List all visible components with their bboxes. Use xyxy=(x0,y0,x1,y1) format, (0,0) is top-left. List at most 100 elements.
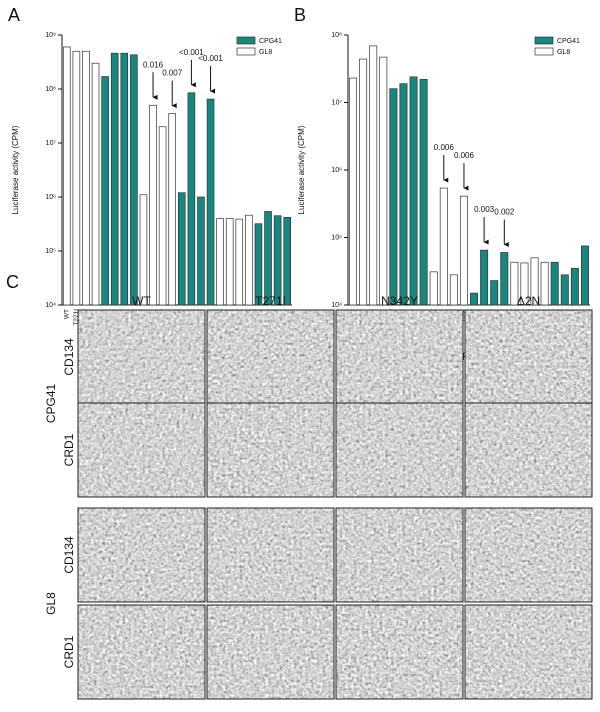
micrograph xyxy=(336,508,463,602)
legend-swatch xyxy=(534,47,554,56)
panel-label: A xyxy=(8,5,20,25)
bar xyxy=(130,54,138,306)
p-value: 0.006 xyxy=(454,151,475,160)
y-axis-label: Luciferase activity (CPM) xyxy=(11,125,20,214)
bar xyxy=(550,261,559,306)
bar xyxy=(273,215,282,306)
p-value: 0.006 xyxy=(434,143,455,152)
micrograph-frame xyxy=(77,402,206,498)
y-tick-label: 10⁸ xyxy=(331,32,342,39)
bar xyxy=(389,88,398,306)
legend-swatch xyxy=(236,47,256,56)
bar xyxy=(139,194,148,306)
y-tick-label: 10⁴ xyxy=(45,302,56,309)
bar xyxy=(101,76,109,306)
bar xyxy=(235,218,244,306)
bar xyxy=(530,257,539,306)
micrograph-frame xyxy=(206,604,335,700)
micrograph xyxy=(207,310,334,404)
bar xyxy=(419,79,428,306)
column-header: Δ2N xyxy=(517,294,540,308)
bar xyxy=(470,292,479,306)
bar xyxy=(490,280,499,306)
bar xyxy=(510,261,519,306)
x-tick-label: WT xyxy=(64,309,71,319)
bar xyxy=(206,98,215,306)
bar xyxy=(283,216,292,306)
micrograph xyxy=(207,508,334,602)
y-axis-label: Luciferase activity (CPM) xyxy=(297,125,306,214)
x-tick-label: T271I xyxy=(73,309,80,326)
micrograph xyxy=(78,403,205,497)
y-tick-label: 10⁴ xyxy=(331,302,342,309)
x-tick-label: Δ2N xyxy=(461,309,468,322)
bar xyxy=(409,76,418,306)
p-value: 0.002 xyxy=(494,208,515,217)
bar xyxy=(91,62,100,306)
micrograph xyxy=(336,310,463,404)
panel-label: B xyxy=(294,5,306,25)
bar xyxy=(429,271,438,306)
legend-label: CPG41 xyxy=(557,38,580,45)
bar xyxy=(570,267,579,306)
micrograph xyxy=(465,310,592,404)
bar xyxy=(560,274,569,306)
micrograph xyxy=(465,403,592,497)
micrograph xyxy=(78,605,205,699)
y-tick-label: 10⁹ xyxy=(45,32,56,39)
bar xyxy=(168,113,177,306)
bar xyxy=(500,252,509,306)
legend-label: GL8 xyxy=(557,49,570,56)
micrograph xyxy=(336,403,463,497)
column-header: WT xyxy=(132,294,151,308)
bar xyxy=(264,211,272,306)
bar xyxy=(62,46,71,306)
micrograph xyxy=(207,403,334,497)
micrograph-frame xyxy=(464,402,593,498)
row-label: CRD1 xyxy=(62,635,76,668)
bar xyxy=(72,50,81,306)
bar xyxy=(82,50,90,306)
y-tick-label: 10⁵ xyxy=(331,234,342,241)
bar xyxy=(158,126,167,306)
bar xyxy=(540,261,549,306)
bar xyxy=(439,187,448,306)
p-value: 0.016 xyxy=(143,60,164,69)
p-value: <0.001 xyxy=(198,54,223,63)
legend-label: GL8 xyxy=(259,49,272,56)
micrograph-frame xyxy=(206,402,335,498)
bar xyxy=(254,223,263,306)
bar xyxy=(580,245,589,306)
bar xyxy=(149,104,157,306)
micrograph-frame xyxy=(206,507,335,603)
micrograph xyxy=(336,605,463,699)
row-label: CD134 xyxy=(62,536,76,574)
y-tick-label: 10⁷ xyxy=(46,140,57,147)
column-header: T271I xyxy=(255,294,286,308)
bar xyxy=(459,195,468,306)
micrograph-frame xyxy=(77,604,206,700)
legend-swatch xyxy=(236,36,256,45)
row-label: CD134 xyxy=(62,338,76,376)
micrograph-frame xyxy=(464,507,593,603)
micrograph-frame xyxy=(335,402,464,498)
bar xyxy=(197,196,205,306)
bar xyxy=(480,249,489,306)
bar xyxy=(110,52,119,306)
bar xyxy=(177,192,186,306)
y-tick-label: 10⁸ xyxy=(45,86,56,93)
micrograph xyxy=(465,605,592,699)
micrograph-frame xyxy=(464,604,593,700)
bar xyxy=(225,218,234,306)
legend-swatch xyxy=(534,36,554,45)
micrograph xyxy=(465,508,592,602)
y-tick-label: 10⁶ xyxy=(331,167,342,174)
bar xyxy=(399,83,408,306)
p-value: 0.007 xyxy=(162,69,183,78)
bar xyxy=(520,262,529,306)
bar xyxy=(349,77,358,306)
y-tick-label: 10⁶ xyxy=(45,194,56,201)
bar xyxy=(187,92,196,306)
y-tick-label: 10⁵ xyxy=(45,248,56,255)
group-label: GL8 xyxy=(44,592,58,615)
